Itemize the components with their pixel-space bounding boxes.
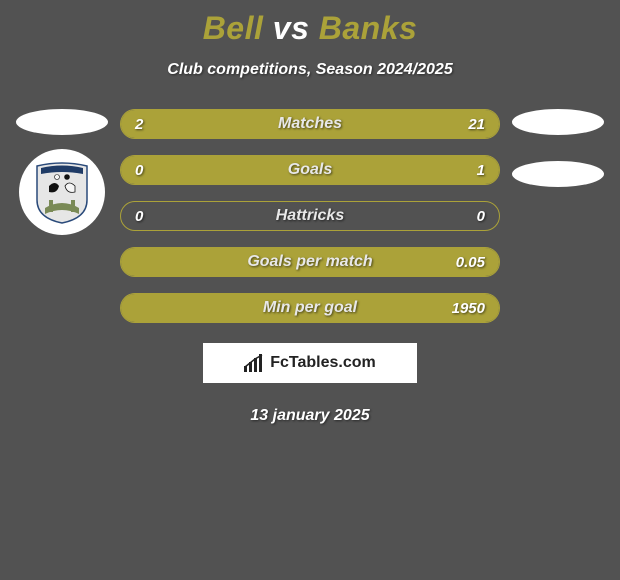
player2-club-placeholder xyxy=(512,161,604,187)
bars-icon xyxy=(244,354,266,372)
stat-bar-row: 0.05Goals per match xyxy=(120,247,500,277)
stat-bar-row: 01Goals xyxy=(120,155,500,185)
player2-avatar-placeholder xyxy=(512,109,604,135)
player1-avatar-placeholder xyxy=(16,109,108,135)
player2-name: Banks xyxy=(319,10,418,46)
player1-club-crest xyxy=(19,149,105,235)
brand-label: FcTables.com xyxy=(244,354,376,372)
stat-bar-row: 221Matches xyxy=(120,109,500,139)
stat-bars-container: 221Matches 01Goals 00Hattricks 0.05Goals pe… xyxy=(112,109,508,339)
left-side-column xyxy=(12,109,112,339)
right-side-column xyxy=(508,109,608,339)
bar-stat-label: Hattricks xyxy=(121,202,499,230)
bar-stat-label: Goals per match xyxy=(121,248,499,276)
comparison-title: Bell vs Banks xyxy=(0,0,620,47)
brand-box: FcTables.com xyxy=(203,343,417,383)
bar-stat-label: Goals xyxy=(121,156,499,184)
bar-stat-label: Min per goal xyxy=(121,294,499,322)
bar-stat-label: Matches xyxy=(121,110,499,138)
stat-bar-row: 00Hattricks xyxy=(120,201,500,231)
club-crest-icon xyxy=(35,160,89,224)
player1-name: Bell xyxy=(203,10,264,46)
subtitle: Club competitions, Season 2024/2025 xyxy=(0,61,620,79)
brand-text: FcTables.com xyxy=(270,354,376,372)
stat-bar-row: 1950Min per goal xyxy=(120,293,500,323)
date-label: 13 january 2025 xyxy=(0,407,620,425)
vs-text: vs xyxy=(273,10,310,46)
comparison-content: 221Matches 01Goals 00Hattricks 0.05Goals pe… xyxy=(0,109,620,339)
